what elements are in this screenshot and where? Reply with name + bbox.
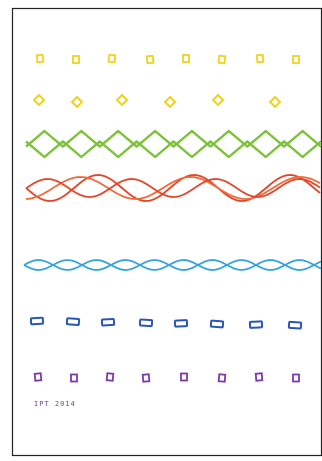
yellow-square	[72, 55, 80, 64]
blue-rectangle	[29, 316, 45, 326]
yellow-square	[145, 54, 155, 65]
purple-square	[105, 372, 115, 382]
purple-square	[292, 373, 300, 383]
blue-rectangle	[65, 317, 81, 326]
red-wave-line	[25, 176, 321, 200]
purple-square	[33, 372, 43, 382]
yellow-square	[217, 54, 227, 65]
purple-square	[254, 372, 264, 382]
blue-rectangle	[248, 320, 264, 329]
blue-rectangle	[100, 317, 116, 327]
blue-rectangle	[138, 318, 154, 328]
sky-wave-line	[23, 259, 322, 271]
purple-square	[217, 373, 227, 383]
yellow-diamond	[70, 95, 84, 109]
yellow-square	[292, 55, 300, 64]
purple-square	[180, 372, 188, 382]
yellow-diamond	[268, 95, 282, 109]
yellow-square	[182, 54, 190, 63]
yellow-diamond	[32, 93, 46, 107]
green-braid-line	[25, 140, 322, 159]
purple-square	[141, 373, 151, 383]
yellow-diamond	[115, 93, 129, 107]
red-wave-line	[25, 178, 321, 198]
drawing-signature: IPT 2014	[34, 400, 76, 408]
paper-border	[11, 7, 322, 457]
sky-wave-line	[23, 259, 322, 271]
red-wave-line	[25, 174, 321, 202]
yellow-diamond	[211, 93, 225, 107]
yellow-diamond	[163, 95, 177, 109]
yellow-square	[255, 53, 265, 64]
blue-rectangle	[209, 319, 225, 329]
yellow-square	[35, 53, 45, 64]
green-braid-line	[25, 129, 322, 148]
blue-rectangle	[173, 319, 189, 328]
blue-rectangle	[287, 320, 303, 330]
purple-square	[70, 373, 78, 383]
yellow-square	[107, 53, 117, 64]
